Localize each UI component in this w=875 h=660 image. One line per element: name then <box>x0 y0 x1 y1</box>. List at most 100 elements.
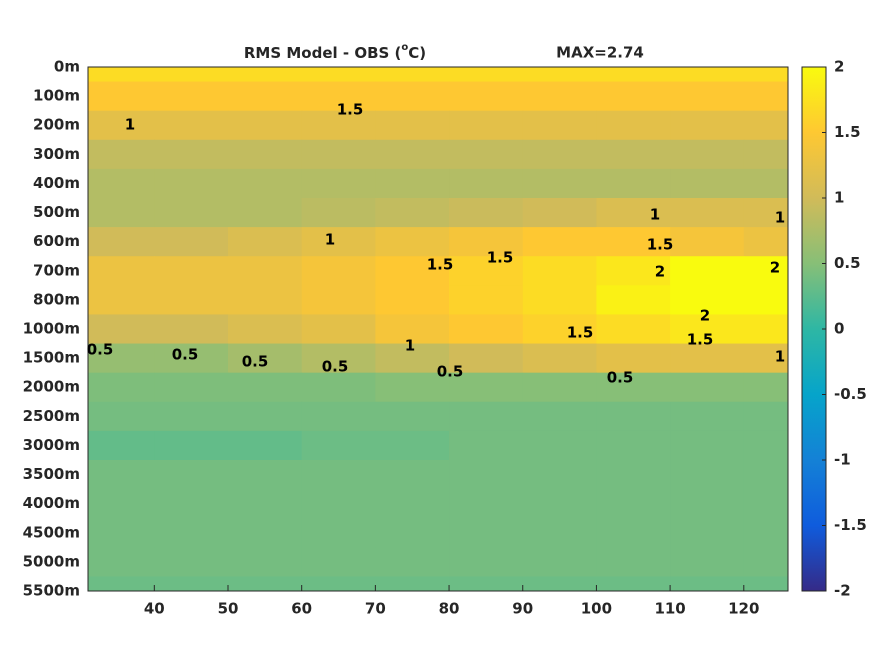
cell <box>154 110 229 141</box>
cell <box>743 547 788 577</box>
cell <box>670 547 745 577</box>
cell <box>375 81 450 112</box>
cell <box>375 139 450 170</box>
cell <box>154 489 229 519</box>
cell <box>522 430 597 461</box>
cell <box>743 139 788 170</box>
field <box>88 67 788 591</box>
cell <box>228 67 303 83</box>
cell <box>154 81 229 112</box>
cell <box>449 168 524 199</box>
cell <box>522 372 597 403</box>
cell <box>596 285 671 315</box>
colorbar-tick-label: 0 <box>834 320 844 338</box>
cell <box>88 81 155 112</box>
cell <box>88 401 155 432</box>
cell <box>154 401 229 432</box>
cell <box>522 518 597 548</box>
cell <box>670 489 745 519</box>
cell <box>88 430 155 461</box>
contour-label: 0.5 <box>242 353 269 371</box>
cell <box>670 139 745 170</box>
cell <box>301 256 376 286</box>
cell <box>670 343 745 374</box>
cell <box>522 256 597 286</box>
cell <box>88 576 155 591</box>
cell <box>375 547 450 577</box>
cell <box>522 67 597 83</box>
cell <box>596 198 671 228</box>
cell <box>596 256 671 286</box>
colorbar-tick-label: 0.5 <box>834 254 861 272</box>
y-tick-label: 1500m <box>23 349 80 367</box>
cell <box>743 343 788 374</box>
colorbar-tick-label: 1.5 <box>834 123 861 141</box>
cell <box>522 227 597 257</box>
y-tick-label: 500m <box>33 203 80 221</box>
y-tick-label: 4500m <box>23 523 80 541</box>
cell <box>88 460 155 490</box>
cell <box>743 110 788 141</box>
cell <box>670 198 745 228</box>
cell <box>522 547 597 577</box>
cell <box>154 518 229 548</box>
cell <box>375 343 450 374</box>
cell <box>449 227 524 257</box>
y-tick-label: 5000m <box>23 552 80 570</box>
cell <box>154 168 229 199</box>
contour-label: 2 <box>770 259 780 277</box>
cell <box>228 256 303 286</box>
x-tick-label: 120 <box>728 600 759 618</box>
contour-label: 0.5 <box>322 358 349 376</box>
contour-label: 2 <box>700 307 710 325</box>
contour-label: 1 <box>325 231 335 249</box>
cell <box>743 430 788 461</box>
cell <box>88 314 155 345</box>
cell <box>449 110 524 141</box>
title-part: RMS Model - OBS ( <box>244 44 402 62</box>
cell <box>596 489 671 519</box>
cell <box>301 547 376 577</box>
cell <box>522 489 597 519</box>
y-tick-label: 400m <box>33 174 80 192</box>
contour-label: 1.5 <box>427 256 454 274</box>
cell <box>228 576 303 591</box>
cell <box>228 139 303 170</box>
colorbar-tick-label: -2 <box>834 582 851 600</box>
cell <box>596 430 671 461</box>
cell <box>88 372 155 403</box>
y-tick-label: 4000m <box>23 494 80 512</box>
cell <box>375 198 450 228</box>
cell <box>670 67 745 83</box>
cell <box>375 460 450 490</box>
cell <box>596 518 671 548</box>
cell <box>596 372 671 403</box>
cell <box>88 139 155 170</box>
cell <box>449 139 524 170</box>
cell <box>154 198 229 228</box>
cell <box>88 67 155 83</box>
cell <box>522 110 597 141</box>
cell <box>670 460 745 490</box>
y-tick-label: 200m <box>33 116 80 134</box>
colorbar-tick-label: -1.5 <box>834 516 867 534</box>
cell <box>375 489 450 519</box>
cell <box>301 489 376 519</box>
cell <box>88 256 155 286</box>
cell <box>301 430 376 461</box>
y-tick-label: 1000m <box>23 320 80 338</box>
colorbar-tick-label: 1 <box>834 189 844 207</box>
cell <box>670 81 745 112</box>
cell <box>228 489 303 519</box>
y-tick-label: 0m <box>54 58 80 76</box>
cell <box>449 285 524 315</box>
cell <box>743 256 788 286</box>
cell <box>522 168 597 199</box>
cell <box>670 227 745 257</box>
cell <box>375 430 450 461</box>
cell <box>228 401 303 432</box>
y-tick-label: 100m <box>33 87 80 105</box>
cell <box>522 139 597 170</box>
cell <box>301 372 376 403</box>
cell <box>154 372 229 403</box>
